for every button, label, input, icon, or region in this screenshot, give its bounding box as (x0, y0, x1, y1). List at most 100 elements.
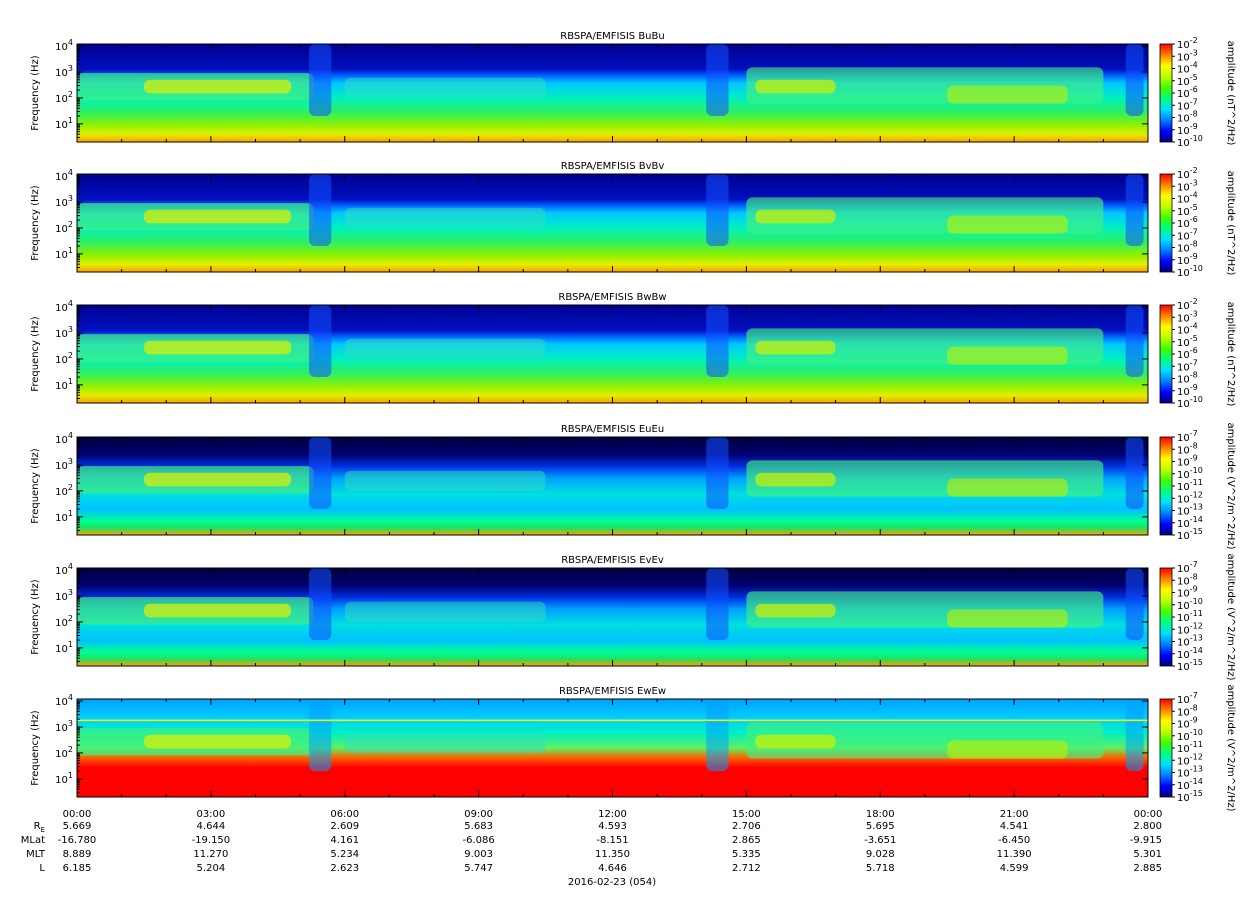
colorbar-tick-label: 10-8 (1177, 703, 1198, 718)
ephemeris-value: 4.646 (598, 863, 627, 874)
ephemeris-value: 2.800 (1133, 821, 1162, 832)
time-axis: 00:00 03:00 06:00 09:00 12:00 15:00 18:00 21:00… (63, 809, 1163, 820)
ephemeris-value: 4.593 (598, 821, 627, 832)
colorbar-tick-label: 10-4 (1177, 322, 1198, 337)
ephemeris-table: RE 5.669 4.644 2.609 5.683 4.593 2.706 5.695 4.5… (21, 821, 1162, 874)
ephemeris-value: 2.609 (330, 821, 359, 832)
wave-feature (706, 437, 729, 510)
colorbar-tick-label: 10-10 (1177, 134, 1203, 149)
wave-feature (143, 340, 292, 355)
wave-feature (947, 740, 1068, 759)
colorbar-tick-label: 10-3 (1177, 309, 1198, 324)
wave-feature (1125, 305, 1144, 378)
wave-feature (309, 174, 332, 247)
ephemeris-value: -6.086 (463, 835, 495, 846)
panel-title: RBSPA/EMFISIS BwBw (558, 292, 666, 303)
panels: RBSPA/EMFISIS BuBu 104 103 102 101 Frequency … (30, 31, 1236, 812)
panel-4: RBSPA/EMFISIS EuEu 104 103 102 101 Frequency … (30, 422, 1236, 549)
ephemeris-label: MLT (26, 849, 46, 860)
ephemeris-value: 4.644 (197, 821, 226, 832)
colorbar-tick-label: 10-5 (1177, 73, 1198, 88)
panel-title: RBSPA/EMFISIS BvBv (561, 161, 665, 172)
ephemeris-value: 11.390 (997, 849, 1032, 860)
colorbar-tick-label: 10-10 (1177, 597, 1203, 612)
colorbar (1159, 698, 1173, 798)
colorbar (1159, 436, 1173, 536)
colorbar-tick-label: 10-11 (1177, 740, 1203, 755)
colorbar-tick-label: 10-6 (1177, 85, 1198, 100)
ephemeris-value: -16.780 (58, 835, 97, 846)
wave-feature (309, 44, 332, 117)
x-tick-label: 15:00 (732, 809, 761, 820)
colorbar-tick-label: 10-7 (1177, 691, 1198, 706)
panel-title: RBSPA/EMFISIS EvEv (561, 555, 664, 566)
ephemeris-value: 5.718 (866, 863, 895, 874)
y-tick-label: 101 (55, 640, 73, 655)
y-tick-label: 104 (55, 299, 73, 314)
x-tick-label: 03:00 (196, 809, 225, 820)
colorbar-tick-label: 10-9 (1177, 252, 1198, 267)
x-tick-label: 00:00 (63, 809, 92, 820)
y-tick-label: 102 (55, 90, 73, 105)
colorbar-tick-label: 10-7 (1177, 97, 1198, 112)
colorbar-tick-label: 10-11 (1177, 478, 1203, 493)
colorbar-tick-label: 10-13 (1177, 503, 1203, 518)
y-tick-label: 101 (55, 246, 73, 261)
wave-feature (947, 215, 1068, 234)
x-tick-label: 06:00 (330, 809, 359, 820)
ephemeris-value: 9.028 (866, 849, 895, 860)
ephemeris-value: -6.450 (998, 835, 1030, 846)
colorbar-tick-label: 10-15 (1177, 527, 1203, 542)
colorbar (1159, 43, 1173, 143)
colorbar-tick-label: 10-12 (1177, 752, 1203, 767)
colorbar-tick-label: 10-9 (1177, 122, 1198, 137)
ephemeris-value: 4.541 (1000, 821, 1029, 832)
colorbar-label: amplitude (nT^2/Hz) (1225, 41, 1236, 146)
wave-feature (706, 44, 729, 117)
panel-title: RBSPA/EMFISIS EwEw (559, 686, 666, 697)
y-tick-label: 104 (55, 562, 73, 577)
wave-feature (755, 472, 836, 487)
wave-feature (947, 478, 1068, 497)
colorbar-tick-label: 10-9 (1177, 585, 1198, 600)
wave-feature (344, 601, 546, 622)
wave-feature (309, 699, 332, 772)
wave-feature (755, 209, 836, 224)
y-tick-label: 104 (55, 693, 73, 708)
colorbar-tick-label: 10-6 (1177, 346, 1198, 361)
colorbar-label: amplitude (V^2/m^2/Hz) (1225, 422, 1236, 549)
wave-feature (1125, 44, 1144, 117)
panel-title: RBSPA/EMFISIS EuEu (561, 424, 664, 435)
wave-feature (947, 609, 1068, 628)
colorbar-tick-label: 10-15 (1177, 658, 1203, 673)
colorbar-tick-label: 10-12 (1177, 621, 1203, 636)
wave-feature (755, 340, 836, 355)
colorbar-tick-label: 10-13 (1177, 634, 1203, 649)
colorbar-tick-label: 10-8 (1177, 572, 1198, 587)
ephemeris-value: 5.335 (732, 849, 761, 860)
y-tick-label: 101 (55, 509, 73, 524)
y-tick-label: 103 (55, 194, 73, 209)
y-tick-label: 102 (55, 483, 73, 498)
colorbar-tick-label: 10-7 (1177, 227, 1198, 242)
ephemeris-label: RE (34, 821, 45, 834)
colorbar-label: amplitude (nT^2/Hz) (1225, 171, 1236, 276)
ephemeris-value: -9.915 (1130, 835, 1162, 846)
wave-feature (755, 603, 836, 618)
wave-feature (1125, 437, 1144, 510)
colorbar-tick-label: 10-7 (1177, 358, 1198, 373)
panel-2: RBSPA/EMFISIS BvBv 104 103 102 101 Frequency … (30, 161, 1236, 279)
wave-feature (143, 79, 292, 94)
y-tick-label: 103 (55, 588, 73, 603)
colorbar-label: amplitude (V^2/m^2/Hz) (1225, 553, 1236, 680)
date-label: 2016-02-23 (054) (568, 877, 656, 888)
y-axis-label: Frequency (Hz) (30, 579, 41, 655)
ephemeris-value: 5.669 (63, 821, 92, 832)
y-tick-label: 103 (55, 719, 73, 734)
ephemeris-value: 2.712 (732, 863, 761, 874)
y-tick-label: 104 (55, 38, 73, 53)
y-tick-label: 101 (55, 116, 73, 131)
wave-feature (344, 470, 546, 491)
colorbar-tick-label: 10-10 (1177, 395, 1203, 410)
y-axis-label: Frequency (Hz) (30, 185, 41, 261)
